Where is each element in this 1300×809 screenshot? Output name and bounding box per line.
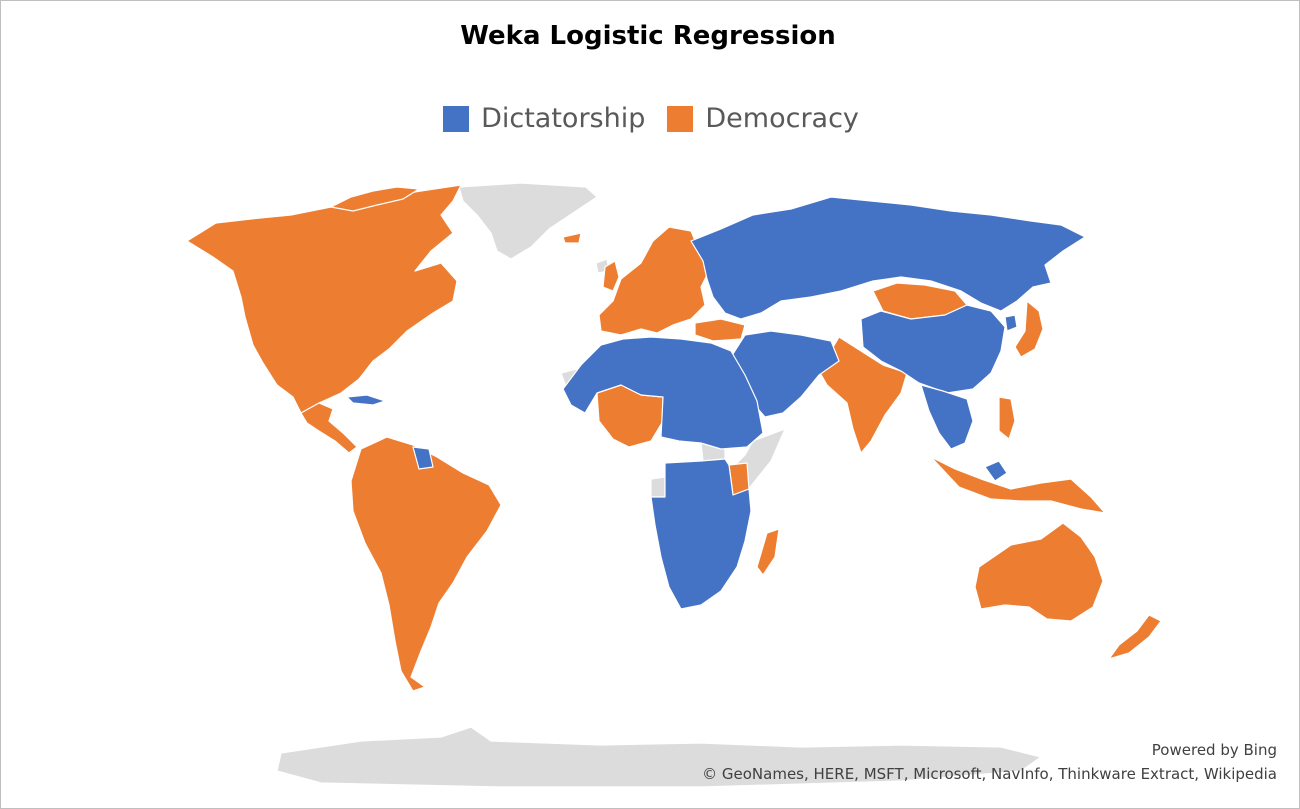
region-indonesia[interactable] xyxy=(930,456,1106,514)
region-china[interactable] xyxy=(860,304,1006,394)
region-japan[interactable] xyxy=(1014,300,1044,358)
region-turkey[interactable] xyxy=(694,318,746,342)
legend-swatch-democracy xyxy=(667,105,694,132)
region-central-america[interactable] xyxy=(300,402,358,454)
legend-swatch-dictatorship xyxy=(443,105,470,132)
region-india[interactable] xyxy=(818,336,908,454)
region-southeast-asia[interactable] xyxy=(920,384,974,450)
region-greenland[interactable] xyxy=(458,182,598,260)
region-borneo-malaysia[interactable] xyxy=(984,460,1008,482)
region-north-korea[interactable] xyxy=(1004,314,1018,332)
region-south-america[interactable] xyxy=(350,436,502,692)
region-russia-central-asia[interactable] xyxy=(690,196,1086,320)
region-gabon-nodata[interactable] xyxy=(650,476,666,498)
region-uk[interactable] xyxy=(602,260,620,292)
region-new-zealand[interactable] xyxy=(1108,614,1162,660)
region-iceland[interactable] xyxy=(562,232,582,244)
region-cuba[interactable] xyxy=(346,394,386,406)
region-canadian-islands[interactable] xyxy=(330,186,420,212)
legend: Dictatorship Democracy xyxy=(1,103,1300,134)
legend-item-dictatorship[interactable]: Dictatorship xyxy=(443,103,645,134)
region-venezuela[interactable] xyxy=(412,446,434,470)
region-madagascar[interactable] xyxy=(756,528,780,576)
copyright-label: © GeoNames, HERE, MSFT, Microsoft, NavIn… xyxy=(702,765,1277,783)
region-antarctica[interactable] xyxy=(276,726,1042,788)
legend-label-dictatorship: Dictatorship xyxy=(481,103,646,134)
region-europe[interactable] xyxy=(598,226,710,336)
region-north-africa[interactable] xyxy=(562,336,764,450)
map-credits: Powered by Bing © GeoNames, HERE, MSFT, … xyxy=(702,738,1277,786)
region-philippines[interactable] xyxy=(998,396,1016,440)
map-title: Weka Logistic Regression xyxy=(460,21,836,51)
region-north-america[interactable] xyxy=(186,184,462,414)
region-sub-saharan-africa[interactable] xyxy=(650,458,752,610)
region-australia[interactable] xyxy=(974,522,1104,622)
powered-by-label: Powered by Bing xyxy=(1151,741,1277,759)
legend-item-democracy[interactable]: Democracy xyxy=(667,103,859,134)
legend-label-democracy: Democracy xyxy=(705,103,859,134)
